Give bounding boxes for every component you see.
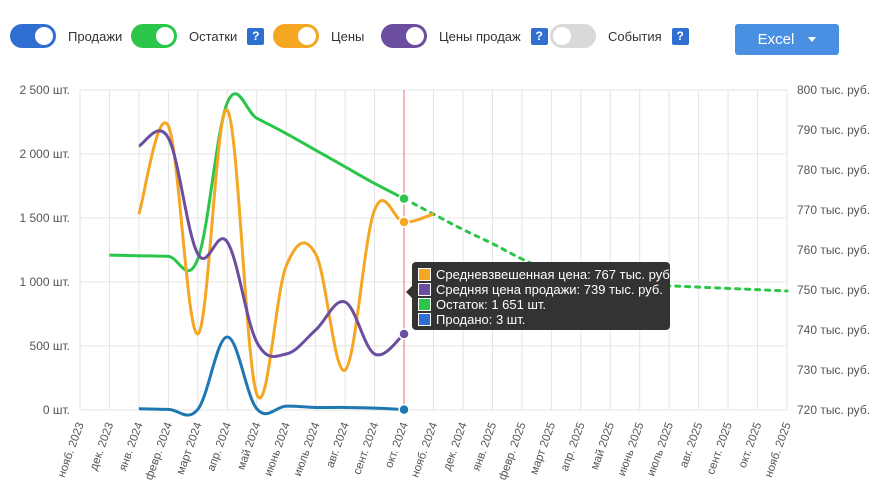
series-sold-marker — [398, 403, 410, 416]
toggle-sales-label: Продажи — [68, 28, 123, 44]
legend-swatch — [418, 267, 431, 281]
y-right-tick-label: 760 тыс. руб. — [797, 243, 870, 257]
y-right-tick-label: 770 тыс. руб. — [797, 203, 870, 217]
x-tick-label: сент. 2025 — [705, 421, 735, 476]
x-tick-label: дек. 2023 — [88, 421, 116, 472]
switch-knob — [156, 27, 174, 45]
x-tick-label: февр. 2025 — [497, 421, 529, 482]
x-tick-label: дек. 2024 — [441, 420, 470, 472]
stock-switch[interactable] — [131, 24, 177, 48]
y-right-tick-label: 730 тыс. руб. — [797, 363, 870, 377]
x-tick-label: май 2025 — [589, 421, 617, 472]
toggle-prices[interactable]: Цены — [273, 24, 364, 48]
y-left-tick-label: 2 500 шт. — [20, 83, 71, 97]
sale-prices-switch[interactable] — [381, 24, 427, 48]
y-left-tick-label: 0 шт. — [43, 403, 70, 417]
events-switch[interactable] — [550, 24, 596, 48]
series-sale_price-line — [138, 129, 406, 358]
help-icon[interactable]: ? — [671, 27, 689, 45]
tooltip-text: Средняя цена продажи: 739 тыс. руб. — [436, 281, 663, 297]
chart-tooltip: Средневзвешенная цена: 767 тыс. руб. Сре… — [406, 262, 673, 330]
toggle-stock-label: Остатки — [189, 28, 238, 44]
y-right-tick-label: 800 тыс. руб. — [797, 83, 870, 97]
x-tick-label: янв. 2024 — [117, 420, 146, 472]
series-stock-line — [109, 92, 405, 273]
excel-export-button[interactable]: Excel — [735, 24, 839, 55]
x-tick-label: июль 2024 — [292, 420, 323, 478]
y-left-tick-label: 2 000 шт. — [20, 147, 71, 161]
switch-knob — [35, 27, 53, 45]
tooltip-row-sold: Продано: 3 шт. — [418, 311, 525, 327]
x-tick-label: сент. 2024 — [351, 420, 381, 476]
toggle-events-label: События — [608, 28, 662, 44]
tooltip-text: Остаток: 1 651 шт. — [436, 296, 547, 312]
switch-knob — [553, 27, 571, 45]
x-tick-label: окт. 2024 — [383, 420, 411, 469]
series-price-line — [137, 108, 434, 400]
y-left-tick-label: 1 500 шт. — [20, 211, 71, 225]
y-right-tick-label: 780 тыс. руб. — [797, 163, 870, 177]
prices-switch[interactable] — [273, 24, 319, 48]
y-right-tick-label: 790 тыс. руб. — [797, 123, 870, 137]
legend-swatch — [418, 312, 431, 326]
series-price-marker — [398, 216, 410, 228]
x-tick-label: янв. 2025 — [471, 421, 500, 473]
series-toggle-bar: Продажи Остатки ? Цены Цены продаж ? Соб… — [0, 0, 890, 70]
x-tick-label: окт. 2025 — [737, 421, 765, 470]
x-tick-label: март 2024 — [175, 420, 205, 476]
series-stock-marker — [398, 192, 410, 205]
x-tick-label: июнь 2025 — [616, 421, 646, 478]
y-right-tick-label: 740 тыс. руб. — [797, 323, 870, 337]
y-right-tick-label: 720 тыс. руб. — [797, 403, 870, 417]
tooltip-row-sale-price: Средняя цена продажи: 739 тыс. руб. — [418, 281, 663, 297]
chevron-down-icon — [808, 37, 817, 42]
x-tick-label: июнь 2024 — [263, 420, 294, 477]
tooltip-text: Продано: 3 шт. — [436, 311, 526, 327]
toggle-events[interactable]: События ? — [550, 24, 689, 48]
y-right-tick-label: 750 тыс. руб. — [797, 283, 870, 297]
switch-knob — [406, 27, 424, 45]
x-tick-label: нояб. 2023 — [56, 421, 87, 479]
x-tick-label: апр. 2024 — [205, 420, 234, 473]
toggle-sale-prices[interactable]: Цены продаж ? — [381, 24, 548, 48]
x-tick-label: февр. 2024 — [143, 420, 175, 481]
toggle-sale-prices-label: Цены продаж — [439, 28, 521, 44]
toggle-stock[interactable]: Остатки ? — [131, 24, 265, 48]
switch-knob — [298, 27, 316, 45]
x-tick-label: нояб. 2024 — [409, 420, 440, 479]
sales-switch[interactable] — [10, 24, 56, 48]
legend-swatch — [418, 282, 431, 296]
toggle-sales[interactable]: Продажи — [10, 24, 122, 48]
x-tick-label: июль 2025 — [645, 421, 676, 478]
x-tick-label: март 2025 — [528, 421, 558, 476]
x-tick-label: авг. 2024 — [324, 420, 352, 469]
tooltip-arrow — [406, 286, 412, 298]
x-tick-label: нояб. 2025 — [763, 421, 794, 479]
y-left-tick-label: 1 000 шт. — [20, 275, 71, 289]
x-tick-label: апр. 2025 — [559, 421, 588, 473]
tooltip-text: Средневзвешенная цена: 767 тыс. руб. — [436, 266, 674, 282]
series-sale_price-marker — [398, 328, 410, 340]
tooltip-row-stock: Остаток: 1 651 шт. — [418, 296, 546, 312]
y-left-tick-label: 500 шт. — [30, 339, 70, 353]
help-icon[interactable]: ? — [530, 27, 548, 45]
series-sold-line — [138, 335, 405, 417]
x-tick-label: май 2024 — [235, 420, 263, 471]
x-tick-label: авг. 2025 — [678, 421, 705, 470]
tooltip-row-price: Средневзвешенная цена: 767 тыс. руб. — [418, 266, 673, 282]
excel-export-label: Excel — [757, 31, 795, 48]
toggle-prices-label: Цены — [331, 28, 365, 44]
legend-swatch — [418, 297, 431, 311]
help-icon[interactable]: ? — [247, 27, 265, 45]
